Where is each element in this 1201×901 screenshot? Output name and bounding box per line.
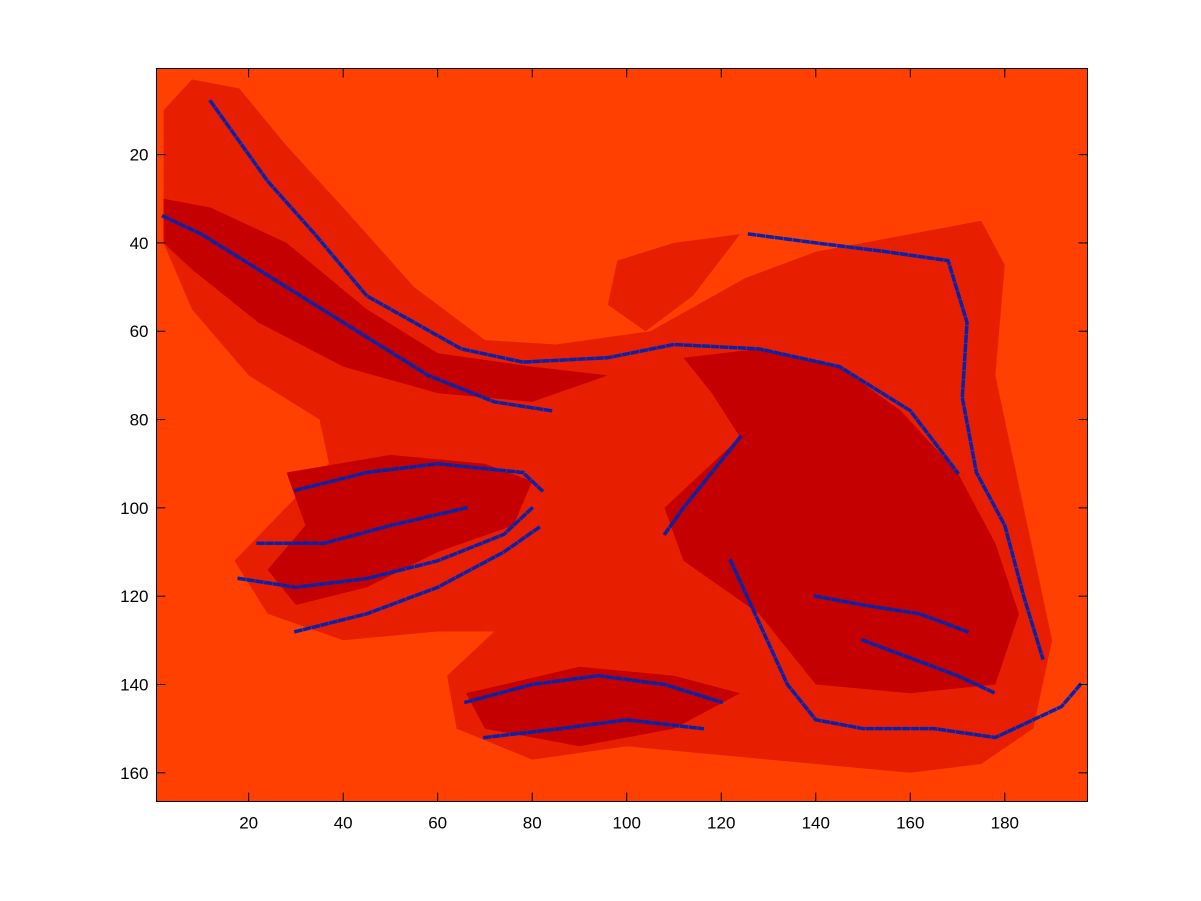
y-tick-label: 60: [130, 322, 149, 341]
x-tick-label: 120: [707, 814, 735, 833]
x-tick-label: 160: [896, 814, 924, 833]
y-axis-tick-labels: 20 40 60 80 100 120 140 160: [120, 146, 148, 783]
x-tick-label: 80: [523, 814, 542, 833]
heatmap-edge-curve-3: [747, 232, 1045, 661]
heatmap-edge-curve-2: [161, 214, 554, 413]
heatmap-edge-curve-7: [237, 505, 535, 590]
x-tick-label: 180: [991, 814, 1019, 833]
heatmap-region-3: [163, 198, 608, 402]
x-axis-tick-labels: 20 40 60 80 100 120 140 160 180: [239, 814, 1019, 833]
x-tick-label: 40: [334, 814, 353, 833]
axis-ticks: [156, 68, 1088, 802]
y-tick-label: 20: [130, 146, 149, 165]
axes-box: [156, 68, 1088, 802]
x-tick-label: 20: [239, 814, 258, 833]
heatmap-edge-curve-5: [728, 558, 1083, 740]
x-tick-label: 140: [802, 814, 830, 833]
heatmap-image: [156, 68, 1088, 802]
heatmap-edge-curve-4: [662, 434, 743, 537]
y-tick-label: 100: [120, 499, 148, 518]
heatmap-edge-curve-13: [813, 594, 970, 634]
heatmap-edge-curve-8: [256, 505, 469, 545]
heatmap-region-6: [607, 234, 741, 332]
x-tick-label: 100: [613, 814, 641, 833]
heatmap-edge-curve-1: [208, 99, 960, 475]
y-tick-label: 140: [120, 675, 148, 694]
y-tick-label: 120: [120, 587, 148, 606]
heatmap-edge-curve-9: [293, 523, 545, 634]
x-tick-label: 60: [428, 814, 447, 833]
y-tick-label: 80: [130, 411, 149, 430]
heatmap-edge-curve-12: [860, 638, 998, 696]
heatmap-edge-curve-6: [293, 461, 545, 493]
plot-area: 20 40 60 80 100 120 140 160 180 20 40 60 80 100 120 14…: [120, 68, 1088, 833]
heatmap-region-4: [267, 454, 533, 605]
y-tick-label: 40: [130, 234, 149, 253]
y-tick-label: 160: [120, 764, 148, 783]
heatmap-edge-curve-11: [482, 718, 705, 740]
heatmap-edge-curve-10: [463, 673, 724, 705]
